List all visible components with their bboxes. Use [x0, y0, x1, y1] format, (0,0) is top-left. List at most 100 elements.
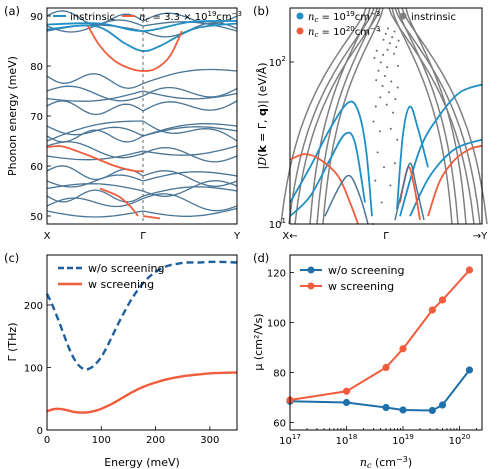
coupling-curve-nc19 — [289, 131, 366, 217]
legend-w-d: w screening — [328, 280, 394, 293]
coupling-curve-nc19 — [396, 105, 429, 210]
dispersion-branch-doped — [142, 215, 161, 220]
coupling-curve-intrinsic — [316, 7, 378, 225]
panel-d-legend: w/o screening w screening — [300, 264, 405, 293]
coupling-point — [380, 201, 383, 204]
panel-b-xtick: X← — [282, 231, 297, 242]
dispersion-branch — [142, 170, 238, 187]
coupling-point — [378, 29, 381, 32]
coupling-point — [382, 53, 385, 56]
data-point-w-screening — [438, 296, 447, 304]
legend-intrinsic-b: instrinsic — [411, 12, 456, 23]
dispersion-branch — [46, 90, 144, 102]
legend-marker-nc19 — [296, 12, 304, 20]
dispersion-branch — [46, 120, 144, 142]
coupling-point — [379, 96, 382, 99]
data-point-wo-screening — [342, 398, 351, 407]
panel-d-ytick: 100 — [267, 319, 286, 330]
panel-c-series — [45, 260, 238, 414]
coupling-point — [383, 74, 386, 77]
dispersion-branch — [46, 189, 144, 203]
coupling-point — [378, 130, 381, 133]
panel-b-ytick-100: 102 — [269, 55, 286, 69]
coupling-point — [387, 27, 390, 30]
coupling-point — [395, 45, 398, 48]
coupling-curve-intrinsic — [288, 7, 375, 225]
coupling-point — [372, 120, 375, 123]
dispersion-branch-intrinsic — [46, 22, 238, 52]
legend-intrinsic: instrinsic — [70, 12, 115, 23]
panel-b-ytick-10: 101 — [269, 217, 286, 231]
dispersion-branch — [142, 120, 238, 142]
coupling-curve-intrinsic — [394, 7, 481, 225]
panel-b-ylabel: |D(k = Γ, q)| (eV/Å) — [256, 63, 269, 170]
dispersion-branch-doped — [46, 145, 71, 150]
panel-d-ylabel: μ (cm²/Vs) — [252, 313, 265, 370]
coupling-point — [377, 69, 380, 72]
dispersion-branch — [142, 86, 238, 98]
panel-a-xtick: X — [44, 231, 51, 242]
coupling-point — [396, 138, 399, 141]
legend-marker-intrinsic — [399, 12, 407, 20]
panel-c-xtick: 0 — [44, 435, 50, 446]
panel-b-label: (b) — [253, 4, 269, 18]
panel-d-ytick: 80 — [273, 369, 286, 380]
panel-a: (a) 90 80 70 60 50 X Γ Y Phonon energy (… — [4, 4, 242, 242]
coupling-point — [386, 66, 389, 69]
legend-marker-w-d — [307, 282, 315, 290]
panel-d-xtick: 1019 — [392, 433, 414, 447]
coupling-point — [386, 48, 389, 51]
coupling-point — [384, 32, 387, 35]
panel-c-legend: w/o screening w screening — [58, 262, 165, 291]
coupling-point — [392, 111, 395, 114]
legend-nc20: nc = 1020cm−3 — [308, 25, 380, 39]
panel-c-ytick: 100 — [24, 364, 43, 375]
series-line-w-screening — [46, 371, 238, 414]
panel-a-legend: instrinsic nc = 3.3 × 1019cm−3 — [53, 10, 242, 24]
panel-d-ytick: 120 — [267, 269, 286, 280]
dispersion-branch — [142, 123, 238, 137]
legend-w-c: w screening — [88, 278, 154, 291]
dispersion-branch-doped — [99, 187, 139, 217]
panel-a-yticks: 90 80 70 60 50 — [30, 12, 51, 223]
panel-a-ytick: 50 — [30, 212, 43, 223]
coupling-curve-intrinsic — [397, 7, 459, 225]
panel-b-xtick: Γ — [383, 231, 389, 242]
coupling-point — [396, 86, 399, 89]
coupling-curve-intrinsic — [405, 7, 467, 225]
data-point-wo-screening — [399, 406, 407, 414]
coupling-curve-intrinsic — [322, 7, 384, 225]
coupling-point — [388, 42, 391, 45]
coupling-curve-intrinsic — [391, 7, 453, 225]
dispersion-branch — [142, 171, 238, 182]
panel-d-xlabel: nc (cm−3) — [360, 455, 412, 469]
coupling-point — [382, 38, 385, 41]
coupling-point — [390, 80, 393, 83]
panel-a-ytick: 80 — [30, 62, 43, 73]
legend-nc19: nc = 1019cm−3 — [308, 10, 380, 24]
legend-doped: nc = 3.3 × 1019cm−3 — [139, 10, 242, 24]
coupling-point — [374, 105, 377, 108]
panel-d-series — [286, 266, 474, 415]
dispersion-branch — [142, 193, 238, 212]
dispersion-branch — [46, 174, 144, 188]
coupling-curve-nc19 — [289, 100, 373, 217]
coupling-point — [376, 151, 379, 154]
dispersion-branch-doped — [69, 147, 144, 173]
panel-c-ytick: 200 — [24, 301, 43, 312]
dispersion-branch — [46, 141, 144, 159]
dispersion-branch — [142, 126, 238, 137]
coupling-point — [374, 179, 377, 182]
dispersion-branch — [46, 73, 144, 89]
coupling-point — [391, 36, 394, 39]
coupling-point — [385, 103, 388, 106]
panel-a-frame — [46, 7, 238, 225]
coupling-point — [379, 61, 382, 64]
dispersion-branch — [142, 145, 238, 156]
panel-b: (b) 101 102 X← Γ →Y |D(k = Γ, q)| (eV/Å)… — [253, 4, 488, 242]
panel-c: (c) 0 100 200 300 0 100 200 Energy (meV) Γ (TH… — [4, 251, 238, 469]
data-point-wo-screening — [438, 401, 447, 409]
coupling-curve-intrinsic — [294, 7, 381, 225]
panel-a-ytick: 70 — [30, 112, 43, 123]
coupling-point — [397, 39, 400, 42]
